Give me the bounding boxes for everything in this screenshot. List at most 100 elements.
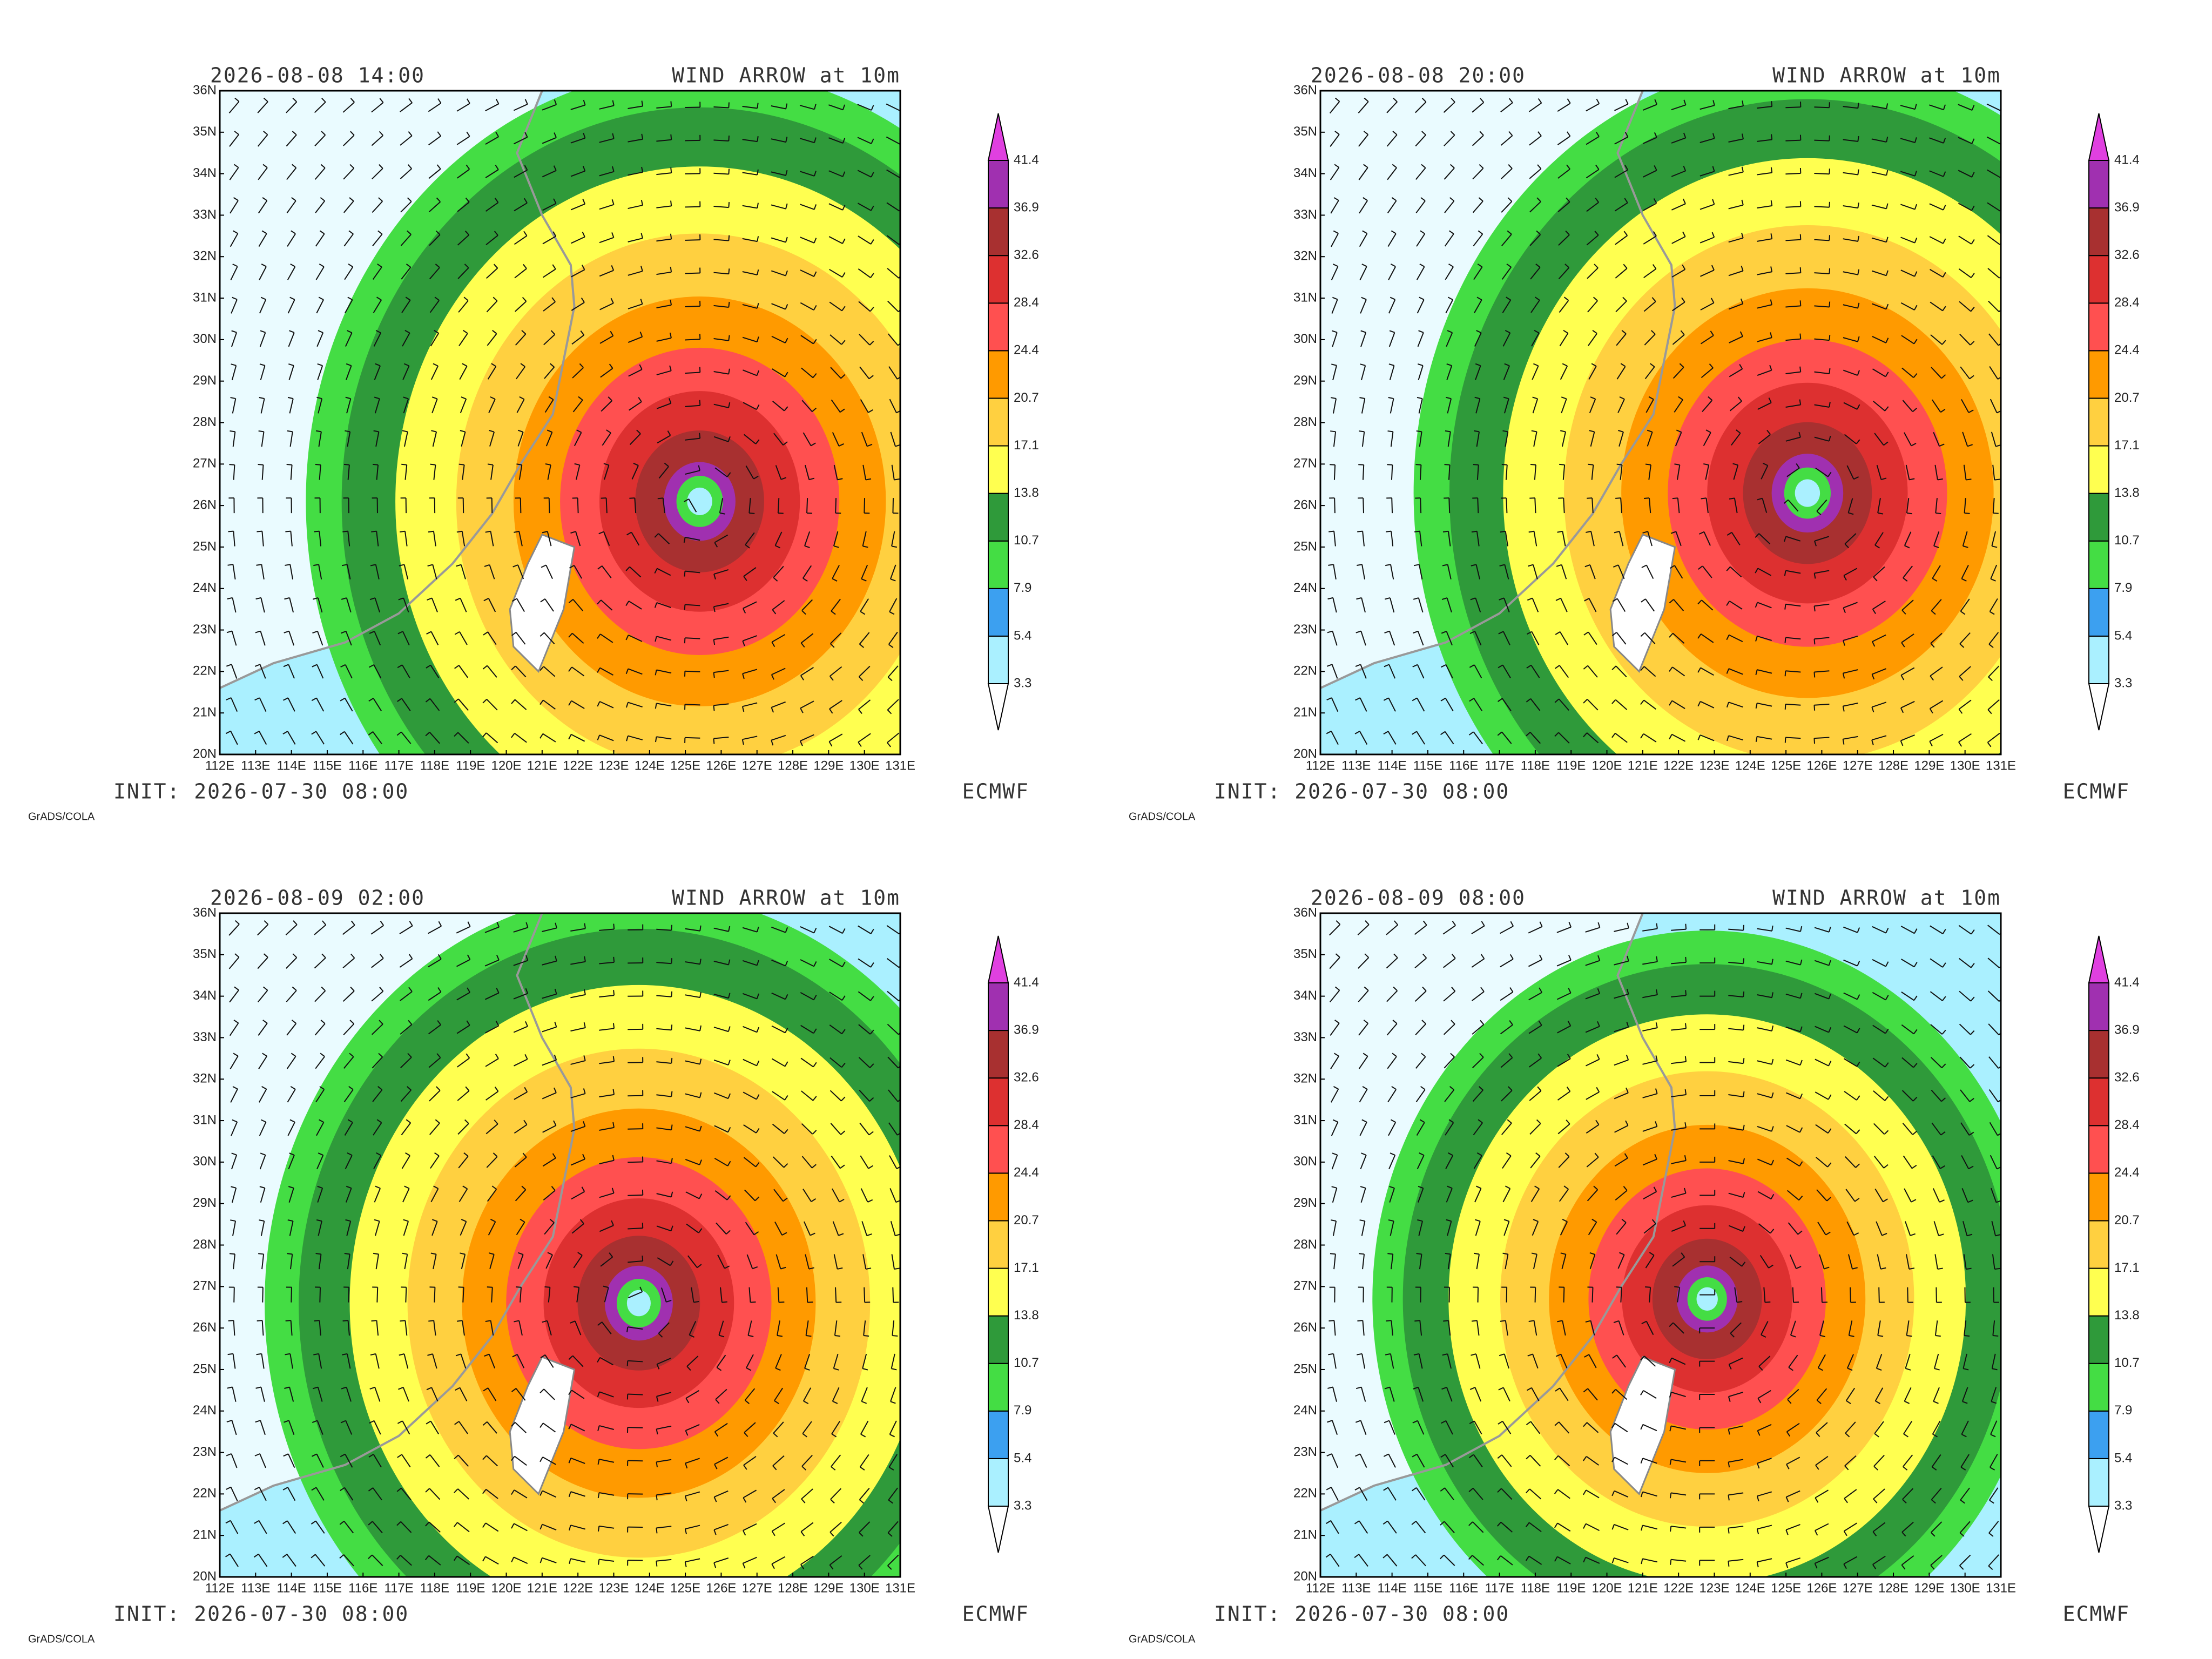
wind-barb <box>1987 235 2000 245</box>
lon-tick-label: 116E <box>348 1581 377 1595</box>
wind-barb <box>1671 203 1686 211</box>
wind-barb <box>886 202 900 212</box>
wind-barb <box>571 334 584 345</box>
wind-barb-flag <box>840 374 846 379</box>
wind-barb <box>1872 601 1886 610</box>
wind-barb <box>1557 1455 1570 1466</box>
wind-barb <box>685 1491 700 1497</box>
wind-barb <box>1331 1487 1339 1501</box>
wind-barb-flag <box>1856 1061 1860 1067</box>
wind-barb <box>1363 498 1364 514</box>
wind-barb <box>288 664 295 679</box>
wind-barb-flag <box>1656 956 1658 962</box>
wind-barb <box>1418 597 1424 613</box>
wind-barb-flag <box>437 98 442 104</box>
wind-barb-flag <box>583 1121 586 1127</box>
wind-barb-flag <box>1583 1422 1588 1427</box>
wind-barb-flag <box>318 330 323 333</box>
wind-barb-flag <box>862 1368 868 1371</box>
wind-barb-flag <box>1564 1152 1570 1157</box>
wind-barb-flag <box>1328 530 1334 532</box>
wind-barb <box>772 600 785 610</box>
wind-barb-flag <box>426 1387 432 1391</box>
wind-barb <box>1559 1387 1569 1401</box>
wind-barb <box>231 1155 238 1170</box>
wind-barb-flag <box>812 1096 817 1101</box>
wind-barb <box>372 1056 383 1069</box>
wind-barb-flag <box>777 1334 783 1337</box>
wind-barb <box>429 732 440 744</box>
wind-barb <box>742 271 758 275</box>
wind-barb-flag <box>1999 999 2001 1002</box>
wind-barb-flag <box>612 1056 615 1062</box>
wind-barb <box>886 925 900 935</box>
wind-barb-flag <box>396 1555 401 1560</box>
wind-barb <box>800 1024 814 1034</box>
colorbar-low-end <box>2088 683 2110 731</box>
wind-barb-flag <box>1669 565 1675 569</box>
wind-barb <box>1586 168 1600 179</box>
wind-barb-flag <box>1584 598 1589 602</box>
wind-barb-flag <box>1388 1219 1394 1222</box>
wind-barb <box>1642 961 1658 965</box>
wind-barb-flag <box>744 1400 750 1404</box>
wind-barb <box>458 333 468 346</box>
colorbar-label: 17.1 <box>1014 438 1039 453</box>
wind-barb-flag <box>378 197 383 202</box>
wind-barb-flag <box>612 133 615 139</box>
lon-tick-label: 131E <box>885 758 915 773</box>
wind-barb <box>713 338 729 341</box>
wind-barb-flag <box>463 1152 469 1157</box>
wind-barb <box>1844 533 1857 544</box>
wind-barb <box>1757 172 1772 176</box>
map-area <box>1320 913 2001 1577</box>
wind-barb-flag <box>1359 1253 1365 1255</box>
wind-barb-flag <box>860 1466 865 1471</box>
wind-barb <box>1759 1255 1769 1269</box>
wind-barb <box>515 632 526 645</box>
wind-barb <box>1819 1320 1824 1336</box>
wind-barb <box>1616 366 1626 380</box>
wind-barb-flag <box>368 698 374 702</box>
wind-barb-flag <box>611 199 615 205</box>
wind-barb-flag <box>1389 330 1395 333</box>
colorbar-segment <box>988 445 1009 494</box>
colorbar-segment <box>2088 588 2109 637</box>
wind-barb-flag <box>261 1086 267 1090</box>
wind-barb <box>1417 332 1424 347</box>
wind-barb <box>1474 631 1482 646</box>
colorbar-segment <box>988 1172 1009 1222</box>
lon-tick-label: 125E <box>670 758 700 773</box>
wind-barb-flag <box>1826 1197 1831 1202</box>
wind-barb-flag <box>1422 920 1427 926</box>
wind-barb-flag <box>408 131 413 136</box>
wind-barb <box>233 464 235 480</box>
wind-barb <box>430 665 440 678</box>
wind-barb-flag <box>784 1129 788 1134</box>
wind-barb-flag <box>771 642 775 648</box>
wind-barb <box>777 498 780 514</box>
wind-barb <box>1642 1458 1657 1464</box>
wind-barb <box>1642 994 1658 999</box>
wind-barb <box>771 1058 786 1067</box>
wind-barb-flag <box>1393 97 1398 103</box>
wind-barb <box>833 464 838 480</box>
wind-barb <box>1731 532 1741 545</box>
wind-barb-flag <box>1412 1420 1418 1424</box>
wind-barb <box>570 1125 585 1132</box>
wind-barb <box>1505 1320 1508 1336</box>
wind-barb-flag <box>608 396 612 401</box>
wind-barb <box>404 464 408 480</box>
wind-barb-flag <box>225 1553 231 1557</box>
wind-barb <box>513 1026 528 1033</box>
wind-barb <box>373 299 382 313</box>
wind-barb-flag <box>800 707 804 713</box>
wind-barb <box>542 1557 557 1563</box>
wind-barb <box>1329 957 1340 969</box>
wind-barb <box>1642 1424 1657 1432</box>
wind-barb <box>886 136 900 145</box>
wind-barb <box>1615 699 1628 710</box>
wind-barb <box>429 1454 440 1467</box>
wind-barb-flag <box>1624 198 1628 203</box>
wind-barb <box>373 664 382 679</box>
